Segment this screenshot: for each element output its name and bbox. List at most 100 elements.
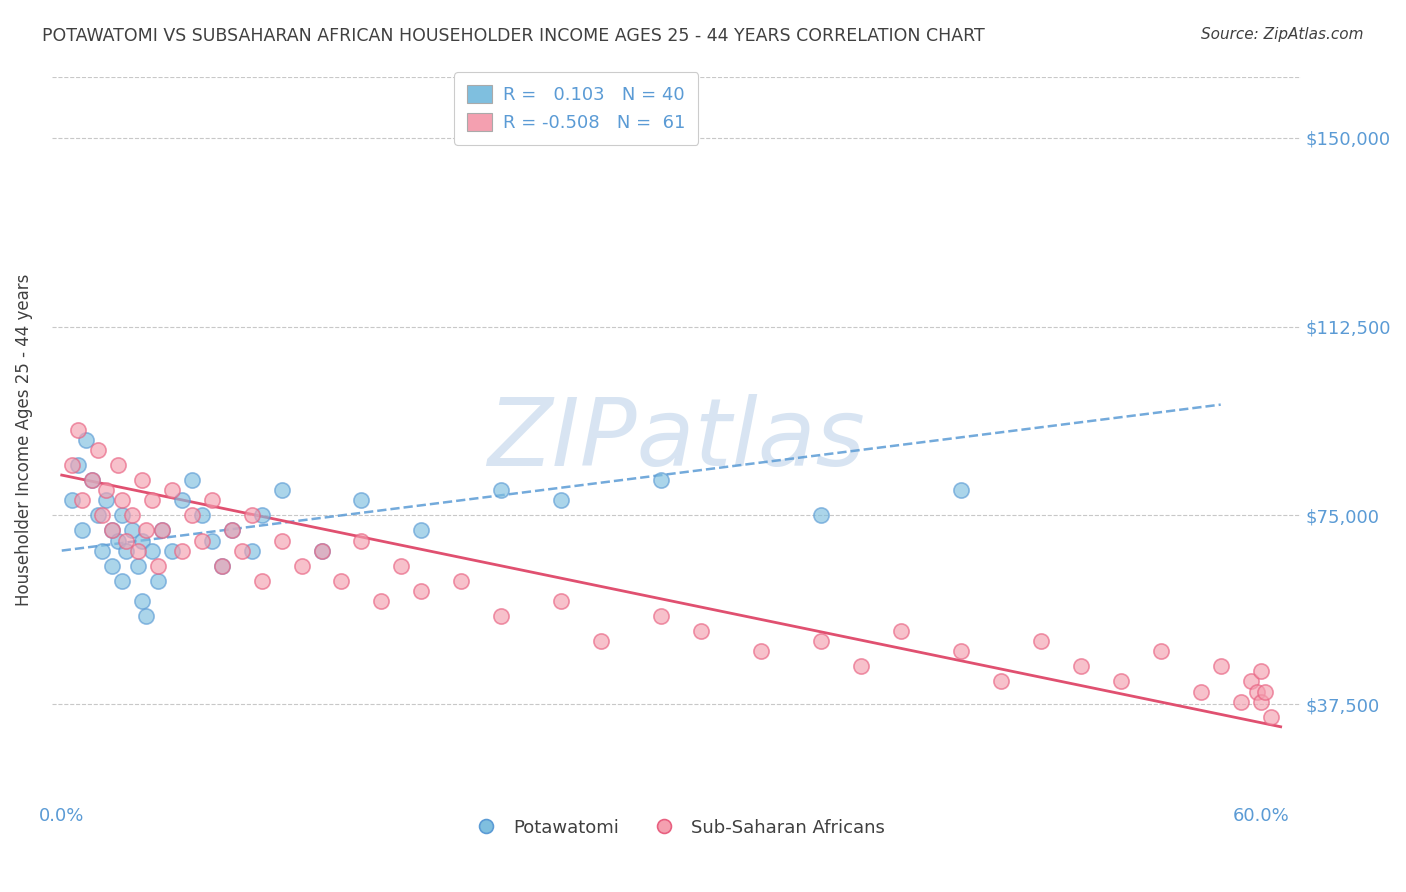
Point [150, 524, 173, 538]
Point [591, 634, 613, 648]
Point [146, 558, 169, 573]
Point [311, 543, 333, 558]
Point [94, 493, 117, 508]
Point [100, 558, 122, 573]
Point [131, 533, 153, 548]
Point [1109, 674, 1132, 689]
Point [1250, 665, 1272, 679]
Point [80, 473, 103, 487]
Point [990, 674, 1012, 689]
Point [141, 493, 163, 508]
Point [690, 624, 713, 639]
Point [1189, 684, 1212, 698]
Point [1229, 695, 1251, 709]
Point [160, 483, 183, 498]
Point [60, 493, 83, 508]
Point [550, 594, 572, 608]
Point [290, 558, 312, 573]
Point [86, 442, 108, 457]
Point [90, 508, 112, 523]
Point [240, 508, 263, 523]
Point [810, 508, 832, 523]
Point [330, 574, 353, 588]
Point [60, 458, 83, 472]
Point [111, 508, 134, 523]
Point [127, 558, 149, 573]
Point [240, 543, 263, 558]
Point [146, 574, 169, 588]
Point [66, 458, 89, 472]
Point [1253, 684, 1275, 698]
Point [70, 524, 93, 538]
Point [135, 524, 157, 538]
Point [80, 473, 103, 487]
Point [650, 609, 672, 624]
Point [170, 493, 193, 508]
Point [221, 524, 243, 538]
Point [107, 458, 129, 472]
Point [190, 508, 212, 523]
Point [170, 543, 193, 558]
Point [810, 634, 832, 648]
Point [211, 558, 233, 573]
Point [270, 483, 292, 498]
Point [491, 609, 513, 624]
Point [75, 433, 97, 447]
Text: ZIPatlas: ZIPatlas [488, 394, 865, 485]
Point [131, 473, 153, 487]
Point [250, 574, 273, 588]
Point [100, 524, 122, 538]
Text: Source: ZipAtlas.com: Source: ZipAtlas.com [1201, 27, 1364, 42]
Point [90, 543, 112, 558]
Point [949, 483, 972, 498]
Point [1150, 644, 1173, 658]
Point [450, 574, 472, 588]
Point [1209, 659, 1232, 673]
Point [94, 483, 117, 498]
Point [211, 558, 233, 573]
Point [201, 533, 224, 548]
Point [270, 533, 292, 548]
Point [114, 533, 136, 548]
Point [100, 524, 122, 538]
Point [350, 533, 373, 548]
Point [350, 493, 373, 508]
Point [311, 543, 333, 558]
Point [190, 533, 212, 548]
Point [1029, 634, 1052, 648]
Point [107, 533, 129, 548]
Point [160, 543, 183, 558]
Point [1240, 674, 1263, 689]
Point [127, 543, 149, 558]
Point [650, 473, 672, 487]
Point [70, 493, 93, 508]
Point [370, 594, 392, 608]
Point [1070, 659, 1092, 673]
Point [550, 493, 572, 508]
Point [135, 609, 157, 624]
Point [391, 558, 413, 573]
Point [411, 524, 433, 538]
Point [411, 583, 433, 598]
Point [111, 574, 134, 588]
Point [121, 508, 143, 523]
Point [1260, 709, 1282, 723]
Point [66, 423, 89, 437]
Point [231, 543, 253, 558]
Point [180, 508, 202, 523]
Point [250, 508, 273, 523]
Text: POTAWATOMI VS SUBSAHARAN AFRICAN HOUSEHOLDER INCOME AGES 25 - 44 YEARS CORRELATI: POTAWATOMI VS SUBSAHARAN AFRICAN HOUSEHO… [42, 27, 986, 45]
Point [121, 524, 143, 538]
Point [749, 644, 772, 658]
Point [890, 624, 912, 639]
Point [1250, 695, 1272, 709]
Point [1246, 684, 1268, 698]
Point [86, 508, 108, 523]
Point [491, 483, 513, 498]
Point [949, 644, 972, 658]
Point [150, 524, 173, 538]
Point [201, 493, 224, 508]
Point [111, 493, 134, 508]
Legend: Potawatomi, Sub-Saharan Africans: Potawatomi, Sub-Saharan Africans [460, 812, 891, 844]
Y-axis label: Householder Income Ages 25 - 44 years: Householder Income Ages 25 - 44 years [15, 274, 32, 606]
